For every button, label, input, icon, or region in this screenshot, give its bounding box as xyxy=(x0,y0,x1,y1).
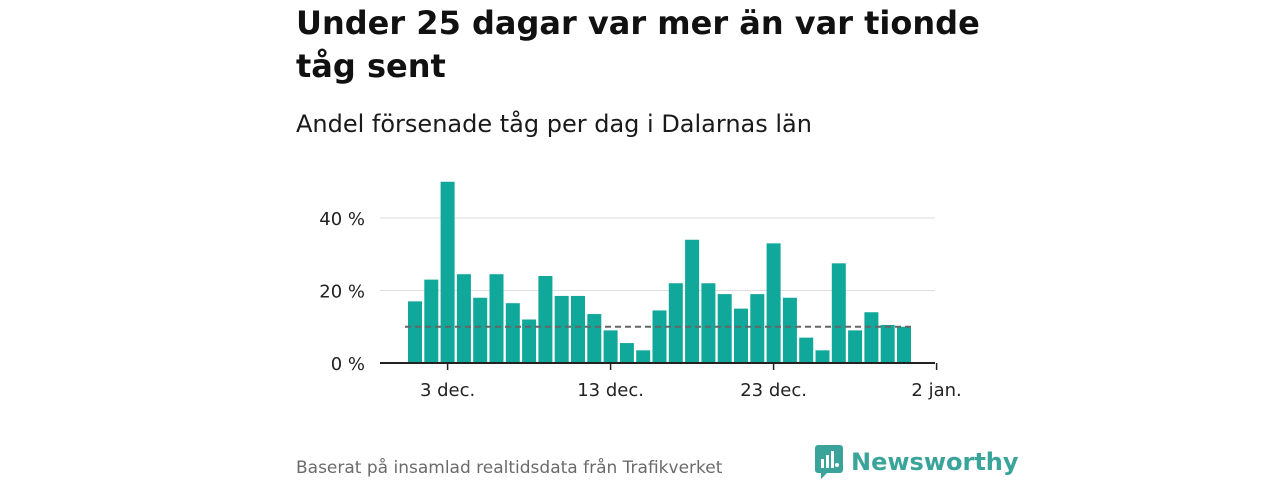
bar xyxy=(587,314,602,363)
bar xyxy=(831,263,846,363)
bar xyxy=(848,330,863,363)
bar xyxy=(717,294,732,363)
y-tick-label: 20 % xyxy=(319,282,365,303)
bar xyxy=(456,274,471,363)
newsworthy-logo: Newsworthy xyxy=(815,445,1019,479)
chart-title: Under 25 dagar var mer än var tionde tåg… xyxy=(296,4,980,85)
y-tick-label: 0 % xyxy=(331,354,365,375)
bar xyxy=(522,319,537,363)
bar xyxy=(636,350,651,363)
bar xyxy=(897,326,911,363)
y-tick-label: 40 % xyxy=(319,209,365,230)
bar xyxy=(424,279,439,363)
bar xyxy=(538,276,553,363)
bar xyxy=(782,297,797,363)
bar xyxy=(668,283,683,363)
bar xyxy=(473,297,488,363)
x-tick-label: 2 jan. xyxy=(911,380,961,401)
bar xyxy=(880,324,895,363)
bar xyxy=(571,295,585,363)
bar xyxy=(799,337,814,363)
bar xyxy=(603,330,618,363)
bar xyxy=(619,343,634,363)
bar xyxy=(505,303,520,363)
bar xyxy=(652,310,667,363)
x-tick-label: 13 dec. xyxy=(577,380,644,401)
bar xyxy=(554,295,569,363)
bar xyxy=(734,308,748,363)
chart-subtitle: Andel försenade tåg per dag i Dalarnas l… xyxy=(296,110,812,138)
bar xyxy=(815,350,830,363)
brand-name: Newsworthy xyxy=(851,448,1019,476)
bar xyxy=(766,243,781,363)
x-tick-label: 23 dec. xyxy=(740,380,807,401)
bar xyxy=(489,274,504,363)
x-tick-label: 3 dec. xyxy=(420,380,475,401)
newsworthy-logo-icon xyxy=(815,445,843,479)
bar xyxy=(685,239,700,363)
bar xyxy=(440,181,455,363)
source-note: Baserat på insamlad realtidsdata från Tr… xyxy=(296,458,723,478)
bar xyxy=(408,301,422,363)
bar xyxy=(701,283,716,363)
bar xyxy=(750,294,765,363)
bar xyxy=(864,312,879,363)
